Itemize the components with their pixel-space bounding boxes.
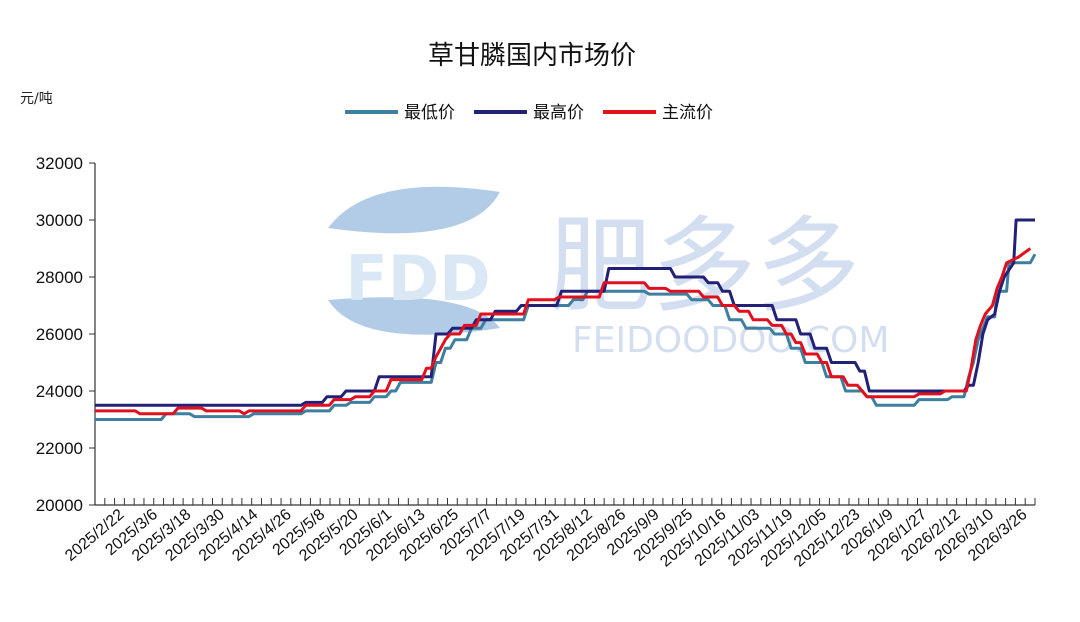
watermark-brand-text: 肥多多 — [548, 205, 860, 327]
x-ticks — [94, 498, 1036, 505]
watermark-site-text: FEIDOODOO.COM — [572, 320, 889, 361]
series-line-low — [95, 253, 1037, 421]
y-ticks: 20000 22000 24000 26000 28000 30000 32000 — [36, 154, 95, 515]
y-tick-label: 32000 — [36, 154, 83, 173]
series-line-main — [95, 247, 1032, 416]
watermark-logo: FDD — [328, 186, 500, 335]
legend: 最低价 最高价 主流价 — [345, 103, 713, 123]
y-tick-label: 24000 — [36, 382, 83, 401]
y-tick-label: 26000 — [36, 325, 83, 344]
legend-label-high: 最高价 — [533, 103, 584, 123]
legend-label-low: 最低价 — [404, 103, 455, 123]
y-tick-label: 28000 — [36, 268, 83, 287]
watermark-logo-text: FDD — [345, 242, 490, 315]
series-line-high — [95, 218, 1035, 407]
chart-title: 草甘膦国内市场价 — [428, 41, 636, 71]
watermark: FDD 肥多多 FEIDOODOO.COM — [328, 186, 889, 361]
x-tick-labels: 2025/2/222025/3/62025/3/182025/3/302025/… — [62, 506, 1031, 571]
y-tick-label: 22000 — [36, 439, 83, 458]
y-tick-label: 20000 — [36, 496, 83, 515]
legend-label-main: 主流价 — [662, 103, 713, 123]
y-tick-label: 30000 — [36, 211, 83, 230]
series-group — [95, 218, 1037, 421]
y-axis-unit: 元/吨 — [20, 91, 53, 107]
